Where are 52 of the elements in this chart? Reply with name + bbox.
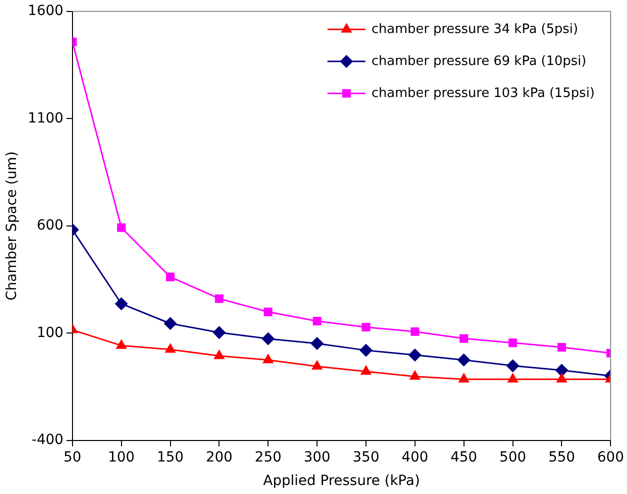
point — [312, 316, 322, 326]
point — [508, 338, 518, 348]
x-tick-label: 350 — [352, 449, 380, 466]
legend-label: chamber pressure 103 kPa (15psi) — [371, 86, 595, 101]
y-tick-label: -400 — [32, 432, 64, 448]
point — [214, 294, 224, 303]
point — [360, 344, 372, 357]
point — [360, 366, 372, 375]
point — [410, 370, 420, 380]
y-tick-label: 1600 — [28, 3, 64, 20]
point — [557, 343, 566, 352]
point — [408, 348, 422, 362]
point — [458, 374, 469, 383]
point — [212, 326, 226, 339]
x-tick-label: 100 — [108, 449, 135, 466]
point — [556, 374, 567, 383]
point — [262, 332, 274, 345]
point — [310, 337, 324, 350]
x-tick-label: 50 — [64, 449, 82, 466]
point — [508, 374, 518, 383]
point — [555, 364, 568, 377]
y-axis-title: Chamber Space (um) — [4, 151, 20, 300]
point — [214, 350, 224, 360]
point — [312, 360, 322, 370]
point — [166, 272, 175, 282]
x-axis-title: Applied Pressure (kPa) — [263, 473, 420, 490]
point — [165, 344, 176, 353]
x-tick-label: 150 — [156, 449, 184, 466]
point — [116, 340, 126, 349]
x-tick-label: 500 — [499, 449, 526, 466]
point — [460, 334, 468, 343]
x-tick-label: 450 — [450, 449, 478, 466]
y-tick-label: 100 — [36, 324, 64, 341]
x-tick-label: 300 — [304, 449, 330, 466]
legend-label: chamber pressure 69 kPa (10psi) — [371, 54, 586, 69]
point — [263, 354, 274, 364]
x-tick-label: 250 — [254, 449, 282, 466]
point — [117, 223, 126, 232]
point — [458, 354, 470, 366]
x-tick-label: 600 — [597, 449, 624, 466]
y-tick-label: 1100 — [28, 110, 64, 126]
point — [115, 298, 128, 310]
x-tick-label: 550 — [548, 449, 576, 466]
point — [410, 327, 420, 336]
point — [264, 308, 272, 316]
y-tick-label: 600 — [36, 218, 64, 234]
point — [506, 360, 520, 372]
point — [164, 317, 177, 330]
point — [362, 322, 370, 332]
x-tick-label: 200 — [206, 449, 233, 466]
x-tick-label: 400 — [402, 449, 428, 466]
legend-label: chamber pressure 34 kPa (5psi) — [371, 22, 578, 37]
